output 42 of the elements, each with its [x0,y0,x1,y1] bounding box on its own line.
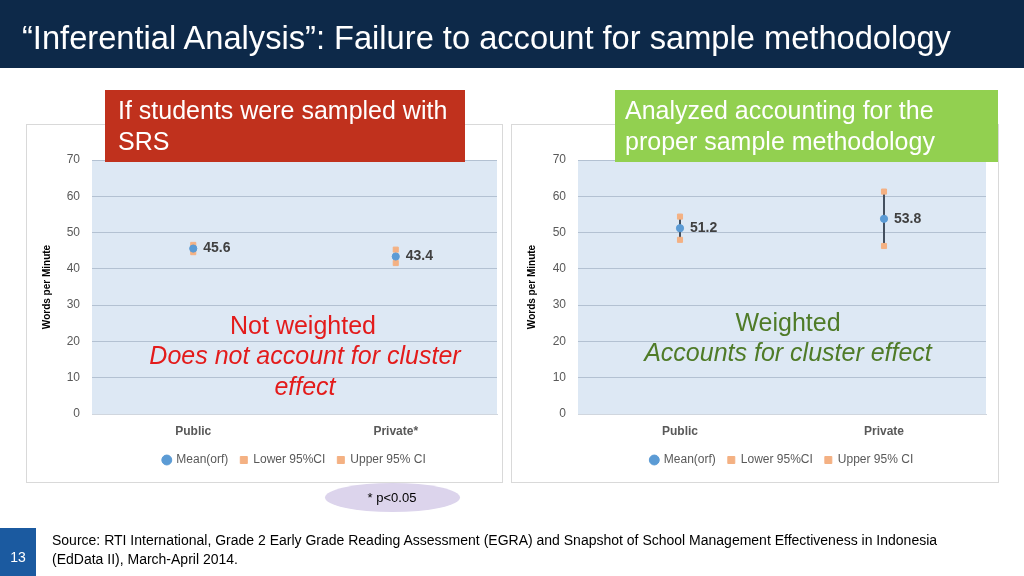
y-tick-label: 50 [552,224,567,239]
x-tick-label: Private [863,423,905,438]
chart-subtitle: Analyzed accounting for the proper sample methodology [625,95,936,157]
y-tick-label: 40 [552,261,567,276]
annotation: Accounts for cluster effect [642,337,934,368]
chart-title: “Inferential Analysis”: Failure to account for sample methodology [22,17,951,57]
annotation: Not weighted [229,310,377,340]
legend-label: Upper 95% CI [837,452,914,467]
y-tick-label: 30 [66,297,81,312]
y-tick-label: 70 [552,152,567,167]
y-tick-label: 20 [552,333,567,348]
legend-label: Mean(orf) [176,452,229,467]
y-tick-label: 70 [66,152,81,167]
data-label: 45.6 [203,239,231,256]
annotation: Does not account for cluster effect [148,340,463,402]
y-axis-title: Words per Minute [525,244,537,330]
y-tick-label: 40 [66,261,81,276]
source-note: Source: RTI International, Grade 2 Early Grade Reading Assessment (EGRA) and Snapshot of School Management Effectiveness in Indonesia (EdData II), March-April 2014. [52,531,939,569]
x-tick-label: Public [661,423,699,438]
y-tick-label: 50 [66,224,81,239]
data-label: 53.8 [894,209,922,226]
legend-label: Upper 95% CI [350,452,426,467]
y-tick-label: 0 [73,406,81,421]
y-tick-label: 10 [552,370,567,385]
legend-label: Mean(orf) [663,452,716,467]
x-tick-label: Private* [373,423,419,438]
y-tick-label: 10 [66,370,81,385]
text: 13 [9,548,27,566]
y-tick-label: 30 [552,297,567,312]
legend-label: Lower 95%CI [740,452,813,467]
y-tick-label: 60 [552,188,567,203]
legend-label: Lower 95%CI [253,452,326,467]
text: * p<0.05 [366,489,418,506]
chart-subtitle: If students were sampled with SRS [118,95,449,157]
data-label: 43.4 [405,247,434,264]
annotation: Weighted [734,307,842,337]
y-tick-label: 60 [66,188,81,203]
y-tick-label: 20 [66,333,81,348]
x-tick-label: Public [175,423,212,438]
data-label: 51.2 [690,219,718,236]
y-tick-label: 0 [559,406,567,421]
y-axis-title: Words per Minute [40,244,52,330]
